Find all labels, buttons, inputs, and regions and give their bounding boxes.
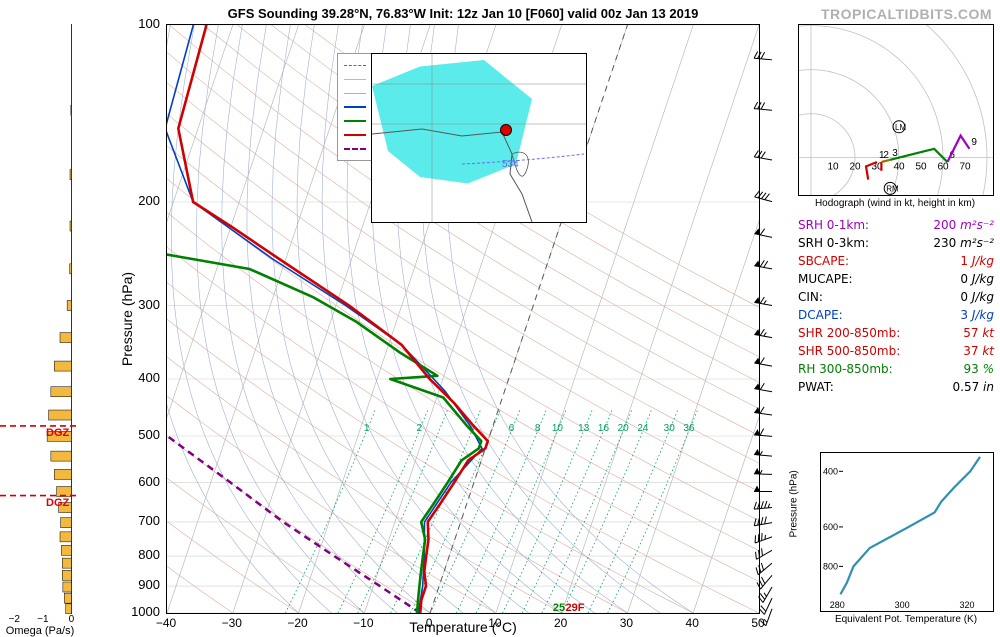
- svg-text:24: 24: [637, 423, 649, 434]
- svg-text:2: 2: [417, 423, 423, 434]
- thetae-svg: 280 300 320 400 600 800: [821, 453, 993, 611]
- svg-text:36: 36: [683, 423, 695, 434]
- svg-text:8: 8: [535, 423, 541, 434]
- svg-text:29F: 29F: [566, 602, 585, 613]
- skewt-ylabel: Pressure (hPa): [119, 271, 135, 365]
- svg-text:600: 600: [823, 522, 838, 532]
- omega-panel: [0, 24, 80, 614]
- svg-text:25: 25: [553, 602, 565, 613]
- hodograph-panel: 1020304050607012369LMRM: [798, 24, 994, 196]
- hodo-svg: 1020304050607012369LMRM: [799, 25, 993, 195]
- skewt-xlabel: Temperature (°C): [166, 619, 760, 635]
- coastlines: [372, 54, 586, 222]
- barbs-svg: [762, 24, 782, 614]
- svg-text:40: 40: [893, 162, 905, 173]
- svg-text:9: 9: [971, 137, 977, 148]
- svg-text:70: 70: [959, 162, 971, 173]
- svg-text:320: 320: [960, 600, 975, 610]
- inset-map: 534: [371, 53, 587, 223]
- svg-text:300: 300: [895, 600, 910, 610]
- svg-text:16: 16: [598, 423, 610, 434]
- diagnostics-table: SRH 0-1km:200 m²s⁻²SRH 0-3km:230 m²s⁻²SB…: [798, 216, 994, 396]
- thetae-caption: Equivalent Pot. Temperature (K): [820, 614, 992, 625]
- svg-text:60: 60: [937, 162, 949, 173]
- omega-svg: [0, 24, 80, 614]
- svg-text:400: 400: [823, 466, 838, 476]
- sounding-location-dot: [500, 124, 512, 136]
- svg-text:13: 13: [578, 423, 590, 434]
- dgz-label-lower: DGZ: [46, 497, 69, 509]
- svg-text:10: 10: [552, 423, 564, 434]
- thetae-ylabel: Pressure (hPa): [789, 470, 800, 537]
- svg-text:10: 10: [827, 162, 839, 173]
- svg-text:6: 6: [509, 423, 515, 434]
- svg-text:20: 20: [849, 162, 861, 173]
- omega-xlabel: Omega (Pa/s): [0, 625, 80, 637]
- svg-text:800: 800: [823, 561, 838, 571]
- svg-text:280: 280: [830, 600, 845, 610]
- svg-text:50: 50: [915, 162, 927, 173]
- skewt-yticks: 1002003004005006007008009001000: [130, 24, 164, 614]
- svg-text:20: 20: [618, 423, 630, 434]
- svg-text:RM: RM: [886, 184, 899, 193]
- svg-text:30: 30: [664, 423, 676, 434]
- dgz-label-upper: DGZ: [46, 427, 69, 439]
- thickness-label: 534: [502, 159, 519, 170]
- chart-title: GFS Sounding 39.28°N, 76.83°W Init: 12z …: [166, 6, 760, 21]
- svg-text:1: 1: [364, 423, 370, 434]
- wind-barbs-column: [762, 24, 782, 614]
- skewt-panel: 12468101316202430362529F Sat. Mix. Ratio…: [166, 24, 760, 614]
- svg-text:LM: LM: [895, 123, 906, 132]
- thetae-panel: 280 300 320 400 600 800: [820, 452, 994, 612]
- hodograph-caption: Hodograph (wind in kt, height in km): [798, 198, 992, 209]
- watermark: TROPICALTIDBITS.COM: [821, 6, 992, 22]
